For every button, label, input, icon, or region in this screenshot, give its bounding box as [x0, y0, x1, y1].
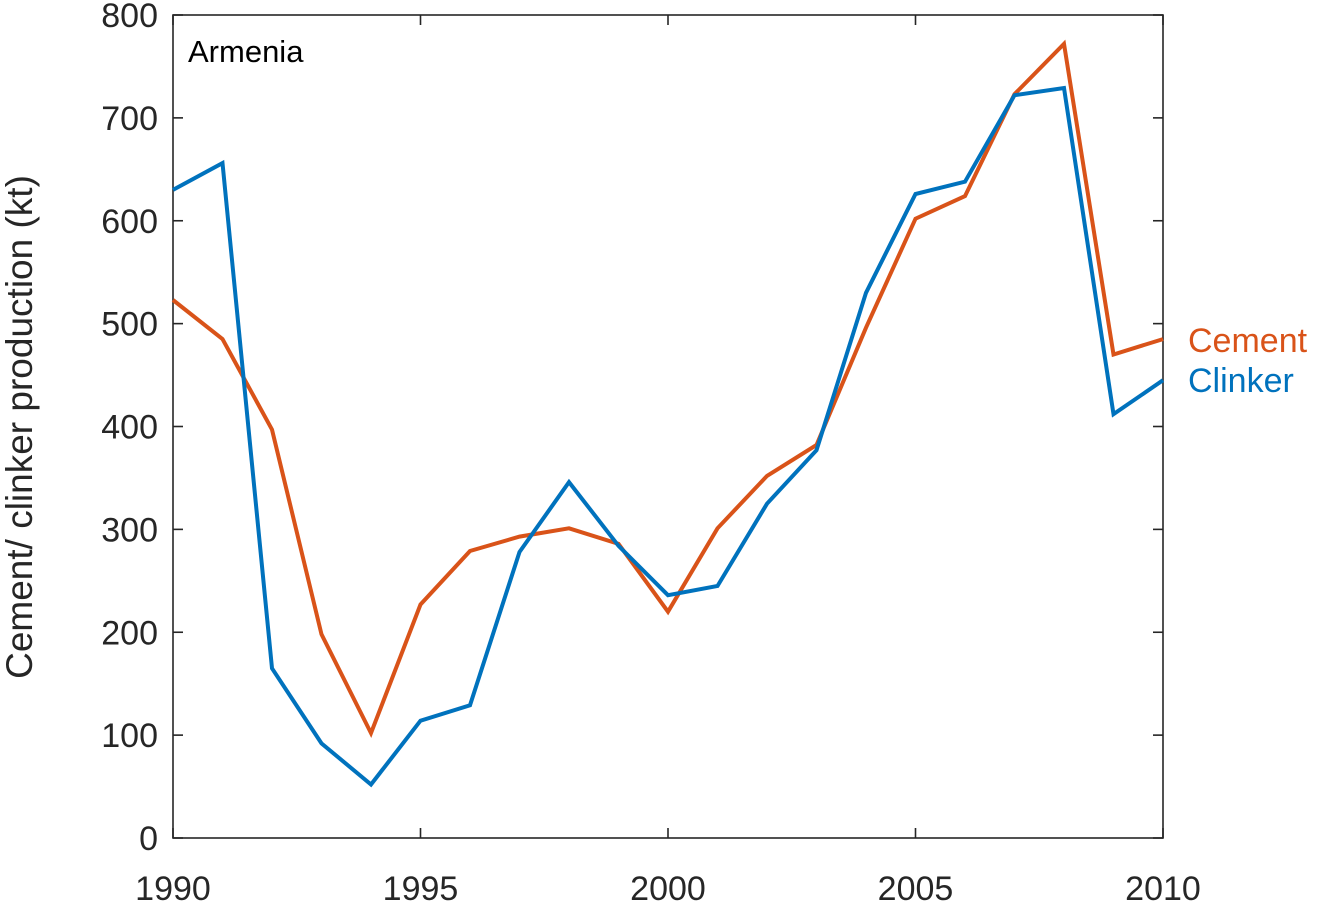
- ticks-layer: 1990 1995 2000 2005 2010 0 100 200 300 400 500 600 7…: [101, 0, 1201, 903]
- y-tick-label: 600: [101, 203, 158, 241]
- y-tick-label: 500: [101, 306, 158, 344]
- series-line-clinker: [172, 85, 1165, 788]
- y-tick-label: 0: [139, 820, 158, 858]
- y-tick-label: 300: [101, 511, 158, 549]
- y-tick-label: 200: [101, 614, 158, 652]
- y-tick-label: 800: [101, 0, 158, 35]
- axes: [172, 14, 1164, 839]
- series-layer: [171, 39, 1165, 788]
- x-tick-label: 2000: [630, 870, 706, 903]
- x-tick-label: 1990: [135, 870, 211, 903]
- legend-label-cement: Cement: [1188, 322, 1308, 360]
- y-axis-label: Cement/ clinker production (kt): [0, 175, 40, 679]
- plot-frame: [172, 14, 1164, 839]
- y-tick-label: 100: [101, 717, 158, 755]
- x-tick-label: 2010: [1125, 870, 1201, 903]
- y-tick-label: 700: [101, 100, 158, 138]
- chart-annotation: Armenia: [188, 34, 304, 69]
- series-line-cement: [171, 39, 1164, 739]
- x-tick-label: 2005: [878, 870, 954, 903]
- x-tick-label: 1995: [383, 870, 459, 903]
- y-tick-label: 400: [101, 409, 158, 447]
- legend-label-clinker: Clinker: [1188, 362, 1294, 400]
